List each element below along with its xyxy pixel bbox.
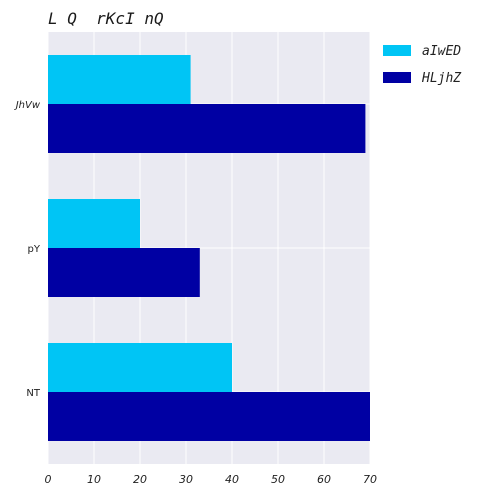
chart-title: L Q rKcI nQ: [48, 9, 164, 28]
x-tick-label: 40: [225, 473, 239, 486]
bar-aIwED-NT: [48, 343, 232, 392]
x-axis-ticks: 0 10 20 30 40 50 60 70: [45, 473, 378, 486]
x-tick-label: 50: [271, 473, 285, 486]
x-tick-label: 30: [179, 473, 193, 486]
x-tick-label: 10: [87, 473, 101, 486]
legend-label-HLjhZ: HLjhZ: [421, 71, 462, 86]
bar-aIwED-pY: [48, 199, 140, 248]
y-tick-label: pY: [28, 244, 41, 255]
legend-swatch-HLjhZ: [383, 72, 411, 83]
legend-label-aIwED: aIwED: [422, 44, 461, 59]
bar-HLjhZ-JhVw: [48, 104, 366, 153]
y-tick-label: JhVw: [14, 100, 41, 111]
x-tick-label: 60: [317, 473, 331, 486]
x-tick-label: 20: [133, 473, 147, 486]
x-tick-label: 0: [45, 473, 52, 486]
legend-swatch-aIwED: [383, 45, 411, 56]
x-tick-label: 70: [363, 473, 377, 486]
y-axis-ticks: JhVw pY NT: [14, 100, 41, 399]
y-tick-label: NT: [26, 388, 40, 399]
bar-HLjhZ-NT: [48, 392, 370, 441]
bar-aIwED-JhVw: [48, 55, 191, 104]
bar-HLjhZ-pY: [48, 248, 200, 297]
bars: [48, 55, 370, 441]
legend: aIwED HLjhZ: [383, 44, 462, 86]
